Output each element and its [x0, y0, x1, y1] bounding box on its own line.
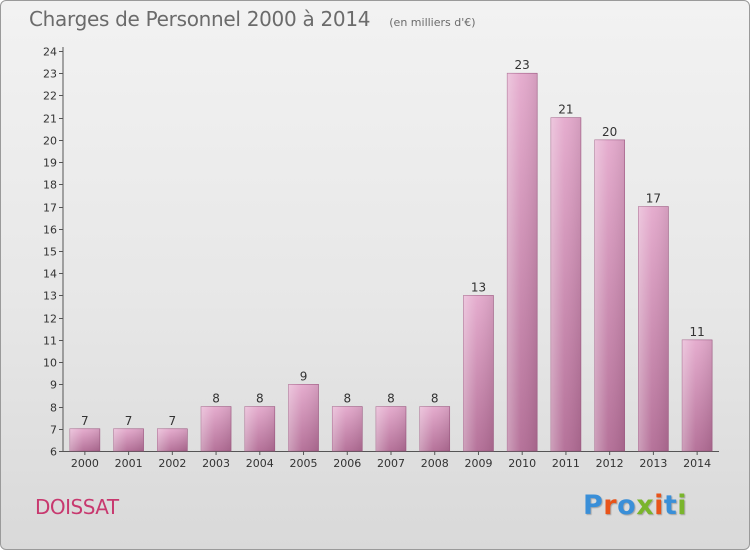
bar-shine — [594, 139, 625, 451]
y-tick-label: 10 — [43, 357, 57, 370]
data-label: 8 — [387, 392, 395, 406]
y-tick-label: 24 — [43, 46, 57, 59]
data-label: 13 — [471, 280, 486, 294]
data-label: 8 — [212, 392, 220, 406]
proxiti-logo[interactable]: Proxiti — [583, 490, 687, 521]
y-tick-label: 13 — [43, 290, 57, 303]
x-tick-label: 2006 — [333, 457, 361, 470]
x-tick-label: 2003 — [202, 457, 230, 470]
bar-shine — [507, 73, 538, 451]
y-tick-label: 15 — [43, 246, 57, 259]
bar-shine — [682, 339, 713, 451]
y-tick-label: 18 — [43, 179, 57, 192]
logo-letter: r — [603, 490, 618, 521]
data-label: 17 — [646, 192, 661, 206]
bar-shine — [376, 406, 406, 451]
y-tick-label: 21 — [43, 113, 57, 126]
bar-shine — [419, 406, 450, 451]
x-tick-label: 2011 — [552, 457, 580, 470]
x-tick-label: 2005 — [290, 457, 318, 470]
logo-letter: P — [583, 490, 604, 521]
chart-title: Charges de Personnel 2000 à 2014 — [29, 7, 371, 31]
data-label: 7 — [169, 414, 177, 428]
bar-shine — [201, 406, 232, 451]
y-tick-label: 7 — [50, 424, 57, 437]
y-tick-label: 11 — [43, 335, 57, 348]
data-label: 21 — [558, 103, 573, 117]
bar-shine — [288, 384, 319, 451]
x-tick-label: 2009 — [464, 457, 492, 470]
logo-letter: i — [654, 490, 664, 521]
y-tick-label: 20 — [43, 135, 57, 148]
y-tick-label: 22 — [43, 90, 57, 103]
y-tick-label: 8 — [50, 402, 57, 415]
data-label: 9 — [300, 369, 308, 383]
bar-shine — [332, 406, 363, 451]
x-tick-label: 2012 — [596, 457, 624, 470]
bar-shine — [244, 406, 275, 451]
x-tick-label: 2002 — [158, 457, 186, 470]
logo-letter: x — [636, 490, 655, 521]
title-row: Charges de Personnel 2000 à 2014 (en mil… — [29, 7, 476, 31]
bar-shine — [157, 428, 188, 451]
x-tick-label: 2010 — [508, 457, 536, 470]
chart-subtitle: (en milliers d'€) — [389, 16, 476, 29]
data-label: 7 — [81, 414, 89, 428]
data-label: 11 — [689, 325, 704, 339]
x-tick-label: 2001 — [115, 457, 143, 470]
data-label: 23 — [515, 58, 530, 72]
y-tick-label: 6 — [50, 446, 57, 459]
y-tick-label: 14 — [43, 268, 57, 281]
bar-shine — [550, 117, 581, 452]
x-tick-label: 2014 — [683, 457, 711, 470]
bar-shine — [638, 206, 669, 451]
commune-name: DOISSAT — [35, 495, 119, 519]
x-tick-label: 2004 — [246, 457, 274, 470]
data-label: 8 — [343, 392, 351, 406]
data-label: 20 — [602, 125, 617, 139]
x-tick-label: 2007 — [377, 457, 405, 470]
data-label: 8 — [256, 392, 264, 406]
logo-letter: t — [663, 490, 678, 521]
data-label: 7 — [125, 414, 133, 428]
x-tick-label: 2000 — [71, 457, 99, 470]
x-tick-label: 2008 — [421, 457, 449, 470]
y-tick-label: 19 — [43, 157, 57, 170]
bar-shine — [463, 295, 494, 451]
x-tick-label: 2013 — [639, 457, 667, 470]
y-tick-label: 16 — [43, 224, 57, 237]
y-tick-label: 23 — [43, 68, 57, 81]
data-label: 8 — [431, 392, 439, 406]
y-tick-label: 12 — [43, 313, 57, 326]
y-tick-label: 17 — [43, 202, 57, 215]
logo-letter: o — [617, 490, 637, 521]
bar-shine — [113, 428, 144, 451]
y-tick-label: 9 — [50, 379, 57, 392]
bar-shine — [69, 428, 100, 451]
logo-letter: i — [677, 490, 688, 521]
